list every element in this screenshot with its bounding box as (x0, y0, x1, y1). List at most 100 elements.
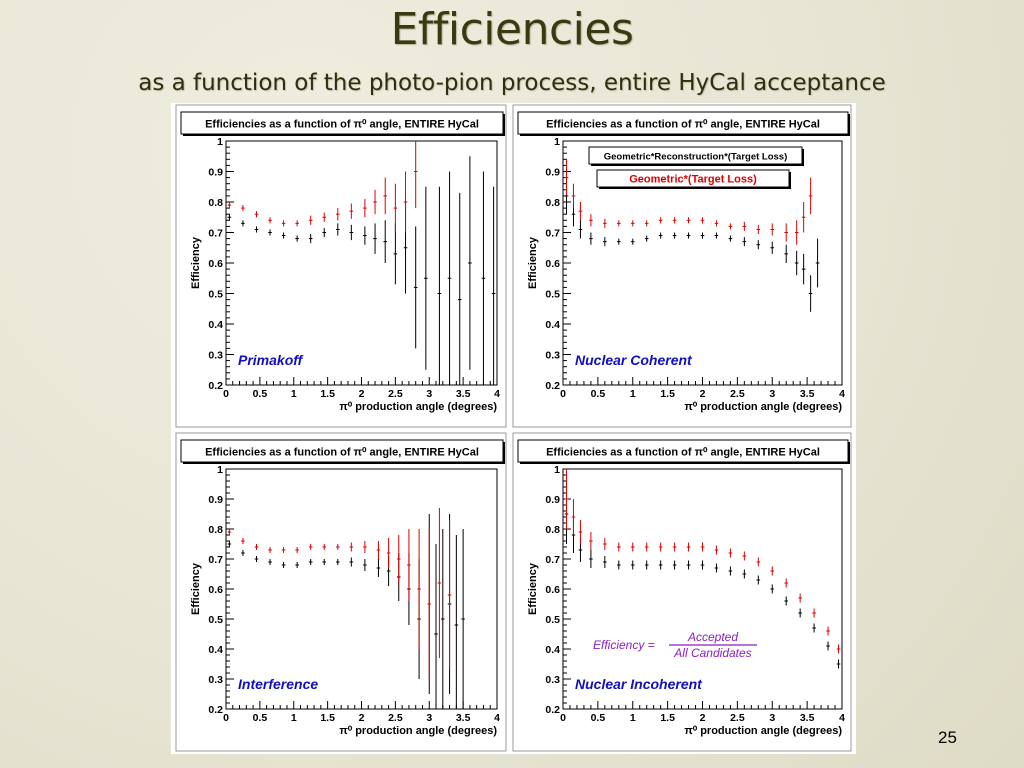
x-tick-label: 1.5 (660, 712, 675, 724)
series-red (564, 159, 813, 245)
x-tick-label: 2.5 (730, 712, 745, 724)
chart-title: Efficiencies as a function of π⁰ angle, … (205, 447, 479, 459)
x-tick-label: 4 (839, 388, 845, 400)
x-tick-label: 1 (630, 712, 636, 724)
title-box (180, 439, 504, 463)
y-tick-label: 0.6 (545, 584, 560, 596)
data-layer (564, 159, 820, 312)
x-tick-label: 4 (494, 388, 500, 400)
y-tick-label: 0.2 (545, 380, 560, 392)
x-axis-label: π⁰ production angle (degrees) (339, 401, 497, 413)
chart-title: Efficiencies as a function of π⁰ angle, … (205, 119, 479, 131)
x-tick-label: 0 (223, 712, 229, 724)
series-red (564, 469, 841, 654)
data-layer (227, 508, 465, 709)
formula-numerator: Accepted (687, 630, 738, 644)
legend-entry: Geometric*(Target Loss) (629, 174, 757, 186)
x-tick-label: 1 (291, 388, 297, 400)
x-tick-label: 2 (359, 712, 365, 724)
y-tick-label: 0.3 (545, 674, 560, 686)
x-axis-label: π⁰ production angle (degrees) (684, 725, 842, 737)
legend-entry: Geometric*Reconstruction*(Target Loss) (604, 152, 788, 163)
x-tick-label: 2.5 (730, 388, 745, 400)
x-tick-label: 0.5 (591, 712, 606, 724)
x-tick-label: 2.5 (388, 388, 403, 400)
y-tick-label: 0.6 (208, 258, 223, 270)
y-tick-label: 0.9 (208, 167, 223, 179)
data-layer (564, 469, 841, 669)
y-tick-label: 0.9 (208, 494, 223, 506)
y-tick-label: 0.2 (208, 380, 223, 392)
y-tick-label: 0.7 (208, 228, 223, 240)
x-tick-label: 3 (769, 712, 775, 724)
x-tick-label: 4 (494, 712, 500, 724)
x-tick-label: 3 (426, 712, 432, 724)
panel-frame (175, 432, 507, 752)
chart-panel-1: Efficiencies as a function of π⁰ angle, … (175, 104, 507, 428)
chart-title: Efficiencies as a function of π⁰ angle, … (546, 119, 820, 131)
y-tick-label: 0.5 (545, 614, 560, 626)
y-tick-label: 0.2 (545, 704, 560, 716)
x-tick-label: 1.5 (660, 388, 675, 400)
x-tick-label: 3 (426, 388, 432, 400)
y-tick-label: 0.8 (545, 524, 560, 536)
x-tick-label: 2 (359, 388, 365, 400)
slide-subtitle: as a function of the photo-pion process,… (138, 70, 886, 96)
data-layer (227, 141, 496, 385)
chart-panel-3: Efficiencies as a function of π⁰ angle, … (175, 432, 507, 752)
figure-panel: Efficiencies as a function of π⁰ angle, … (171, 103, 856, 754)
y-axis-label: Efficiency (190, 236, 202, 289)
x-tick-label: 0.5 (253, 388, 268, 400)
chart-panel-4: Efficiencies as a function of π⁰ angle, … (512, 432, 852, 752)
x-tick-label: 1.5 (320, 388, 335, 400)
y-tick-label: 1 (217, 136, 223, 148)
chart-title: Efficiencies as a function of π⁰ angle, … (546, 447, 820, 459)
y-tick-label: 0.4 (208, 644, 223, 656)
x-tick-label: 1.5 (320, 712, 335, 724)
page-number: 25 (938, 728, 957, 747)
panel-annotation: Interference (238, 676, 318, 692)
x-tick-label: 0.5 (591, 388, 606, 400)
y-tick-label: 0.5 (545, 289, 560, 301)
panel-frame (512, 432, 852, 752)
chart-panel-2: Efficiencies as a function of π⁰ angle, … (512, 104, 852, 428)
legend-box (588, 146, 803, 165)
series-black (564, 177, 820, 312)
x-tick-label: 1 (630, 388, 636, 400)
y-axis-label: Efficiency (527, 236, 539, 289)
y-axis-label: Efficiency (190, 562, 202, 615)
x-tick-label: 0 (560, 712, 566, 724)
x-tick-label: 0 (560, 388, 566, 400)
y-tick-label: 0.6 (545, 258, 560, 270)
x-tick-label: 3.5 (456, 712, 471, 724)
panel-frame (175, 104, 507, 428)
x-tick-label: 3.5 (800, 388, 815, 400)
legend-box (596, 169, 790, 188)
x-tick-label: 1 (291, 712, 297, 724)
series-black (227, 156, 496, 385)
y-tick-label: 0.4 (208, 319, 223, 331)
series-red (227, 141, 418, 233)
x-tick-label: 3 (769, 388, 775, 400)
y-tick-label: 1 (554, 464, 560, 476)
y-tick-label: 0.3 (208, 674, 223, 686)
y-tick-label: 0.8 (545, 197, 560, 209)
title-box (517, 111, 849, 135)
panel-annotation: Nuclear Incoherent (575, 676, 703, 692)
x-tick-label: 3.5 (456, 388, 471, 400)
y-tick-label: 0.5 (208, 614, 223, 626)
title-box (180, 111, 504, 135)
y-tick-label: 0.4 (545, 644, 560, 656)
x-tick-label: 2 (700, 712, 706, 724)
y-tick-label: 0.8 (208, 197, 223, 209)
x-tick-label: 2.5 (388, 712, 403, 724)
panel-annotation: Primakoff (238, 352, 304, 368)
y-tick-label: 0.7 (208, 554, 223, 566)
y-tick-label: 0.7 (545, 554, 560, 566)
y-tick-label: 0.9 (545, 494, 560, 506)
y-tick-label: 0.3 (545, 350, 560, 362)
series-red (227, 508, 452, 679)
y-axis-label: Efficiency (527, 562, 539, 615)
x-axis-label: π⁰ production angle (degrees) (684, 401, 842, 413)
x-tick-label: 2 (700, 388, 706, 400)
